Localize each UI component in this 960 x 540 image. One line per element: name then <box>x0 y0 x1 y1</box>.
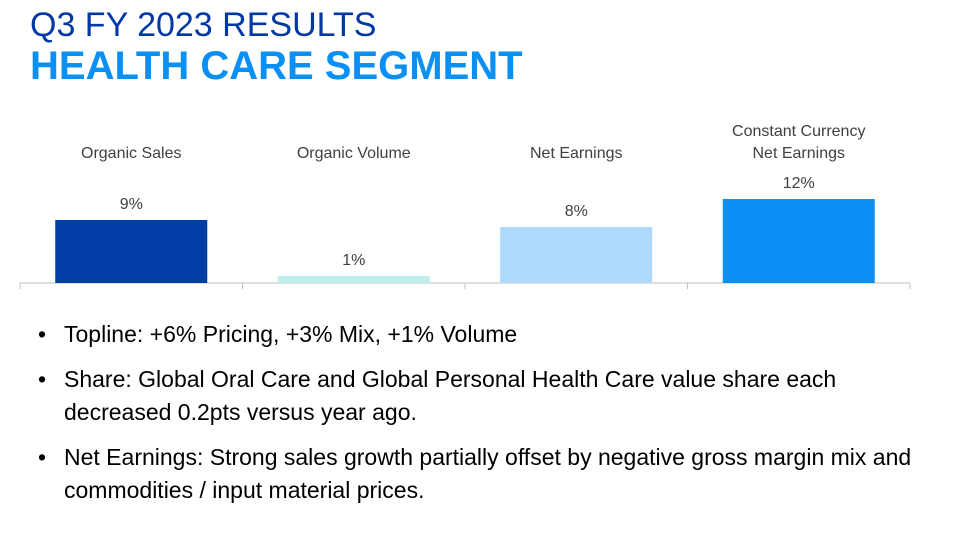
bar-1 <box>55 220 208 283</box>
category-label-4: Constant Currency <box>732 123 865 140</box>
bullet-item-net-earnings: • Net Earnings: Strong sales growth part… <box>38 441 938 507</box>
bullet-text-topline: Topline: +6% Pricing, +3% Mix, +1% Volum… <box>64 321 518 347</box>
bar-chart: 9% Organic Sales 1% Organic Volume 8% Net Ear… <box>19 123 911 289</box>
data-label-1: 9% <box>120 196 143 213</box>
bar-3 <box>500 227 653 283</box>
slide-title-period: Q3 FY 2023 RESULTS <box>30 6 377 44</box>
category-label-1: Organic Sales <box>81 145 182 162</box>
bar-2 <box>277 276 430 283</box>
bar-4 <box>722 199 875 283</box>
bullet-dot: • <box>38 444 47 470</box>
data-label-3: 8% <box>565 203 588 220</box>
bullet-item-topline: • Topline: +6% Pricing, +3% Mix, +1% Vol… <box>38 318 938 351</box>
bullet-dot: • <box>38 366 47 392</box>
category-label-2: Organic Volume <box>297 145 411 162</box>
slide-title-segment: HEALTH CARE SEGMENT <box>30 44 523 88</box>
bullet-dot: • <box>38 321 47 347</box>
bullet-text-net-earnings: Net Earnings: Strong sales growth partia… <box>64 444 912 503</box>
data-label-2: 1% <box>342 252 365 269</box>
bullet-list: • Topline: +6% Pricing, +3% Mix, +1% Vol… <box>38 318 938 519</box>
bullet-text-share: Share: Global Oral Care and Global Perso… <box>64 366 837 425</box>
bullet-item-share: • Share: Global Oral Care and Global Per… <box>38 363 938 429</box>
category-label-4: Net Earnings <box>753 145 846 162</box>
category-label-3: Net Earnings <box>530 145 623 162</box>
data-label-4: 12% <box>783 175 815 192</box>
